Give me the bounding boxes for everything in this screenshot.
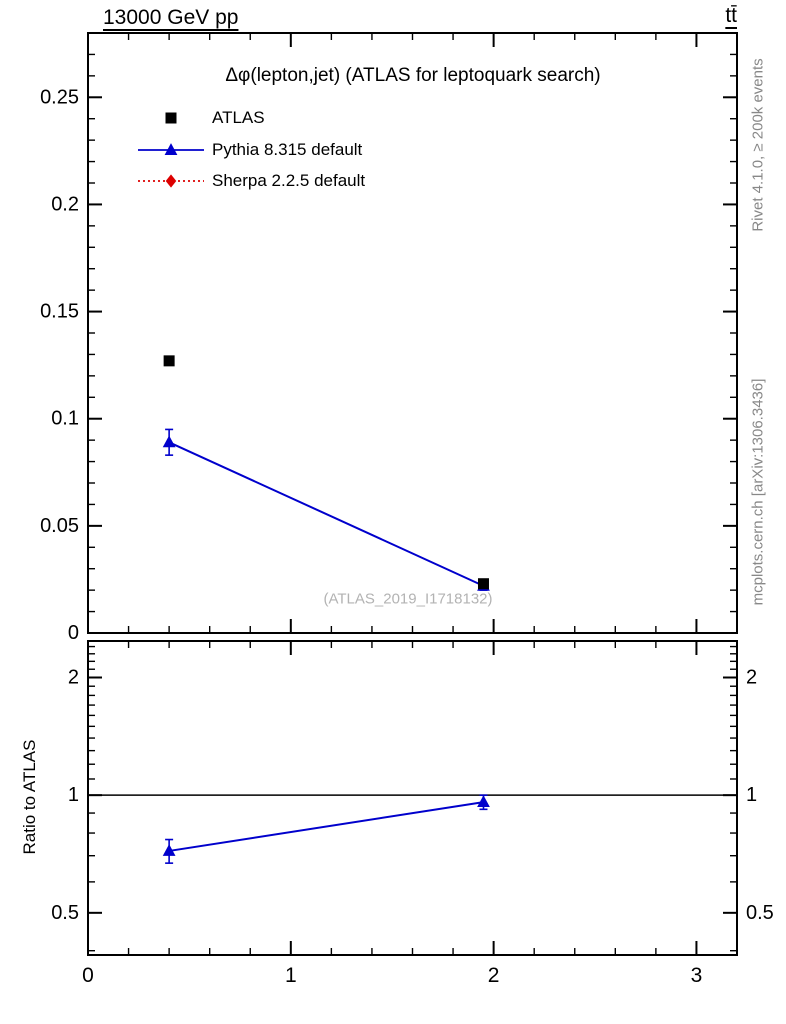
ratio-y-tick-label-right: 2 bbox=[746, 667, 757, 689]
x-tick-label: 0 bbox=[82, 964, 94, 987]
ratio-y-tick-label-left: 0.5 bbox=[51, 902, 79, 924]
ratio-y-tick-label-left: 2 bbox=[68, 667, 79, 689]
ratio-y-tick-label-right: 1 bbox=[746, 784, 757, 806]
legend-marker bbox=[165, 112, 177, 124]
mcplots-arxiv-label: mcplots.cern.ch [arXiv:1306.3436] bbox=[749, 378, 767, 606]
x-tick-label: 1 bbox=[285, 964, 297, 987]
series-line bbox=[168, 441, 484, 587]
legend-marker bbox=[164, 143, 178, 155]
marker-square bbox=[163, 355, 175, 367]
main-y-tick-label: 0.15 bbox=[40, 301, 79, 323]
legend-label-atlas: ATLAS bbox=[212, 108, 265, 127]
legend-marker bbox=[165, 174, 177, 188]
ratio-y-tick-label-left: 1 bbox=[68, 784, 79, 806]
main-panel-frame bbox=[87, 32, 738, 634]
ratio-y-tick-label-right: 0.5 bbox=[746, 902, 774, 924]
header-beam-energy: 13000 GeV pp bbox=[103, 6, 239, 29]
legend-label-sherpa: Sherpa 2.2.5 default bbox=[212, 171, 366, 190]
marker-triangle bbox=[477, 795, 490, 808]
legend-label-pythia: Pythia 8.315 default bbox=[212, 140, 363, 159]
main-y-tick-label: 0.05 bbox=[40, 515, 79, 537]
marker-triangle bbox=[162, 435, 176, 448]
marker-triangle bbox=[162, 844, 176, 856]
rivet-version-label: Rivet 4.1.0, ≥ 200k events bbox=[749, 58, 767, 232]
main-y-tick-label: 0.25 bbox=[40, 86, 79, 108]
main-y-tick-label: 0.1 bbox=[51, 408, 79, 430]
analysis-id-watermark: (ATLAS_2019_I1718132) bbox=[323, 590, 493, 608]
ratio-y-axis-title: Ratio to ATLAS bbox=[20, 739, 39, 855]
main-y-tick-label: 0 bbox=[68, 622, 79, 644]
x-tick-label: 3 bbox=[691, 964, 703, 987]
plot-title: Δφ(lepton,jet) (ATLAS for leptoquark sea… bbox=[225, 65, 601, 86]
series-line bbox=[168, 801, 484, 852]
ratio-panel-frame bbox=[87, 640, 738, 956]
header-process-label: tt̄ bbox=[725, 4, 737, 27]
marker-square bbox=[477, 578, 489, 590]
main-y-tick-label: 0.2 bbox=[51, 193, 79, 215]
x-tick-label: 2 bbox=[488, 964, 500, 987]
